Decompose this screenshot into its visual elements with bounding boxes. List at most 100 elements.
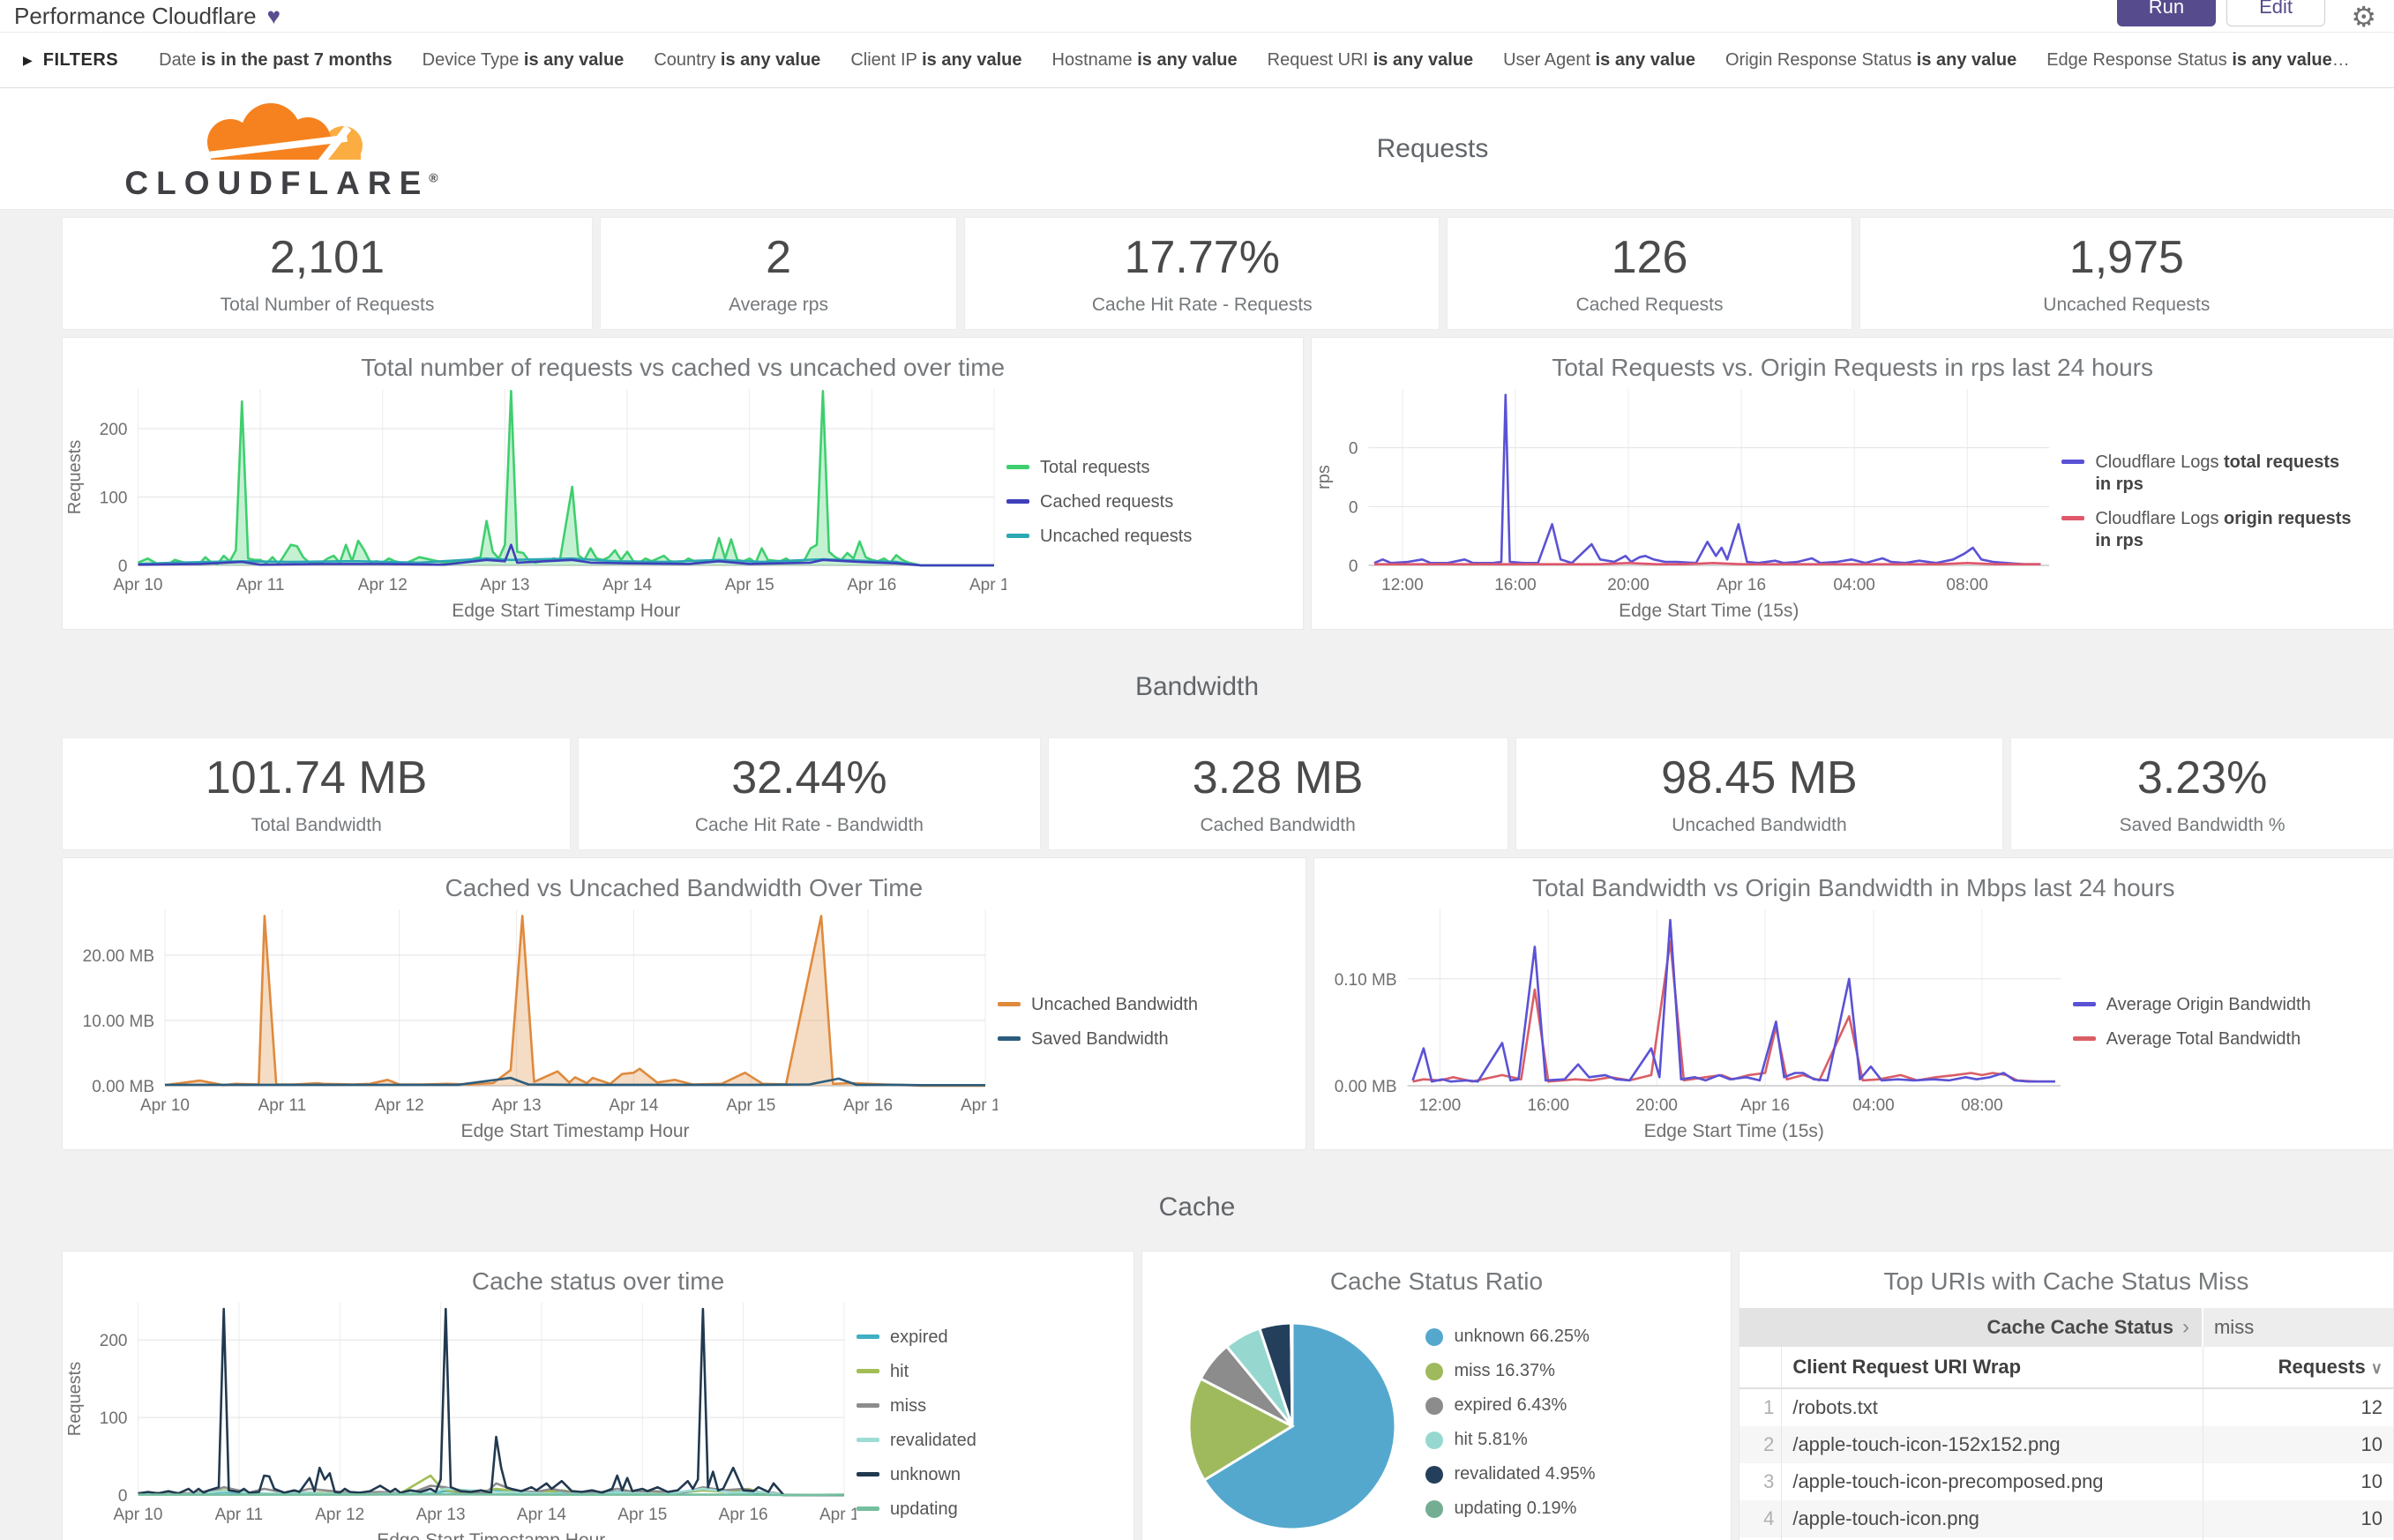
- kpi-value: 1,975: [2069, 232, 2184, 283]
- filter-item[interactable]: Origin IP is any value: [2362, 50, 2371, 70]
- table-row[interactable]: 2/apple-touch-icon-152x152.png 10: [1739, 1426, 2393, 1463]
- uri-cell[interactable]: /apple-touch-icon-precomposed.png: [1792, 1470, 2104, 1492]
- legend-item-revalidated[interactable]: revalidated 4.95%: [1425, 1463, 1690, 1485]
- svg-text:16:00: 16:00: [1495, 576, 1537, 594]
- legend-label: Cached requests: [1040, 491, 1174, 512]
- sort-desc-icon: ∨: [2370, 1359, 2383, 1377]
- filter-item[interactable]: Client IP is any value: [850, 49, 1022, 70]
- svg-text:0: 0: [1349, 557, 1358, 576]
- svg-text:rps: rps: [1314, 465, 1334, 490]
- legend-dot: [1425, 1397, 1444, 1415]
- legend-item-Cloudflare Logs origin requests in rps[interactable]: Cloudflare Logs origin requests in rps: [2061, 508, 2353, 552]
- legend-item-Average Total Bandwidth[interactable]: Average Total Bandwidth: [2072, 1028, 2355, 1050]
- legend-label: Cloudflare Logs origin requests in rps: [2095, 509, 2352, 550]
- kpi-value: 101.74 MB: [205, 752, 428, 804]
- filter-item[interactable]: Hostname is any value: [1051, 49, 1238, 70]
- legend-item-expired[interactable]: expired: [857, 1327, 1002, 1349]
- legend-item-expired[interactable]: expired 6.43%: [1425, 1394, 1690, 1417]
- legend-item-hit[interactable]: hit: [857, 1361, 1002, 1383]
- table-row[interactable]: 1/robots.txt 12: [1739, 1388, 2393, 1426]
- svg-text:Apr 16: Apr 16: [843, 1096, 893, 1115]
- kpi-value: 98.45 MB: [1661, 752, 1858, 804]
- pivot-value: miss: [2203, 1308, 2393, 1347]
- svg-text:08:00: 08:00: [1947, 576, 1989, 594]
- bandwidth-over-time-chart[interactable]: Apr 10 Apr 11 Apr 12 Apr 13 Apr 14 Apr 15 Apr …: [63, 902, 998, 1142]
- svg-text:Apr 13: Apr 13: [416, 1506, 466, 1524]
- filter-bar: ▶ FILTERS Date is in the past 7 months De…: [0, 32, 2394, 88]
- requests-cell: 10: [2203, 1500, 2393, 1537]
- bandwidth-24h-chart[interactable]: 12:00 16:00 20:00 Apr 16 04:00 08:00 0.00 MB 0.…: [1314, 902, 2073, 1142]
- run-button[interactable]: Run: [2116, 0, 2217, 26]
- filters-toggle[interactable]: ▶ FILTERS: [23, 50, 118, 71]
- legend-item-Cached requests[interactable]: Cached requests: [1006, 491, 1258, 513]
- area-fill-Total requests: [138, 391, 994, 565]
- uri-cell[interactable]: /robots.txt: [1792, 1396, 1878, 1418]
- pivot-header[interactable]: Cache Cache Status › miss: [1739, 1308, 2393, 1347]
- legend-label: revalidated: [890, 1431, 976, 1450]
- legend-item-revalidated[interactable]: revalidated: [857, 1430, 1002, 1452]
- legend-item-Cloudflare Logs total requests in rps[interactable]: Cloudflare Logs total requests in rps: [2061, 452, 2353, 496]
- filter-item[interactable]: Request URI is any value: [1267, 49, 1474, 70]
- section-title-requests: Requests: [1376, 133, 1489, 163]
- legend-item-Uncached requests[interactable]: Uncached requests: [1006, 526, 1258, 548]
- uri-cell[interactable]: /apple-touch-icon-152x152.png: [1792, 1433, 2061, 1455]
- filter-item[interactable]: Country is any value: [654, 49, 821, 70]
- legend-item-unknown[interactable]: unknown: [857, 1464, 1002, 1486]
- svg-text:Apr 10: Apr 10: [140, 1096, 190, 1115]
- kpi-tile: 2,101 Total Number of Requests: [62, 217, 593, 330]
- legend-item-updating[interactable]: updating: [857, 1499, 1002, 1521]
- table-row[interactable]: 4/apple-touch-icon.png 10: [1739, 1500, 2393, 1537]
- bandwidth-kpi-row: 101.74 MB Total Bandwidth 32.44% Cache Hit …: [0, 737, 2394, 850]
- column-header-uri[interactable]: Client Request URI Wrap: [1781, 1347, 2203, 1389]
- rps-24h-chart[interactable]: 12:00 16:00 20:00 Apr 16 04:00 08:00 0 0 0 Edge S…: [1312, 382, 2061, 622]
- legend-item-unknown[interactable]: unknown 66.25%: [1425, 1326, 1690, 1348]
- top-uris-table: Cache Cache Status › miss Client Request UR…: [1739, 1308, 2393, 1540]
- kpi-label: Cached Bandwidth: [1200, 815, 1356, 835]
- edit-button[interactable]: Edit: [2226, 0, 2325, 26]
- table-row[interactable]: 5/7: [1739, 1537, 2393, 1540]
- filter-item[interactable]: User Agent is any value: [1503, 49, 1696, 70]
- svg-text:0: 0: [1349, 440, 1358, 459]
- pivot-field-label[interactable]: Cache Cache Status ›: [1739, 1308, 2203, 1347]
- svg-text:04:00: 04:00: [1834, 576, 1876, 594]
- svg-text:Apr 14: Apr 14: [609, 1096, 658, 1115]
- pie-slice-unknown[interactable]: [1202, 1321, 1397, 1531]
- svg-text:100: 100: [100, 1409, 128, 1428]
- uri-cell[interactable]: /apple-touch-icon.png: [1792, 1507, 1979, 1529]
- legend-item-updating[interactable]: updating 0.19%: [1425, 1498, 1690, 1520]
- chart-legend: Total requests Cached requests Uncached re…: [1006, 451, 1258, 554]
- filter-item[interactable]: Origin Response Status is any value: [1725, 49, 2017, 70]
- requests-cell: 10: [2203, 1463, 2393, 1500]
- legend-item-Average Origin Bandwidth[interactable]: Average Origin Bandwidth: [2072, 994, 2355, 1016]
- cache-status-chart[interactable]: Apr 10 Apr 11 Apr 12 Apr 13 Apr 14 Apr 15 Apr …: [63, 1296, 857, 1540]
- legend-item-Uncached Bandwidth[interactable]: Uncached Bandwidth: [998, 994, 1262, 1016]
- svg-text:10.00 MB: 10.00 MB: [83, 1013, 154, 1031]
- legend-item-hit[interactable]: hit 5.81%: [1425, 1429, 1690, 1451]
- cache-ratio-pie[interactable]: [1182, 1308, 1403, 1537]
- svg-text:Edge Start Timestamp Hour: Edge Start Timestamp Hour: [452, 601, 680, 621]
- legend-item-Total requests[interactable]: Total requests: [1006, 457, 1258, 479]
- filter-item[interactable]: Edge Response Status is any value: [2046, 49, 2332, 70]
- legend-item-miss[interactable]: miss 16.37%: [1425, 1360, 1690, 1382]
- legend-label: Average Total Bandwidth: [2106, 1029, 2301, 1049]
- filters-label: FILTERS: [42, 49, 119, 70]
- legend-label: hit 5.81%: [1454, 1430, 1528, 1449]
- table-row[interactable]: 3/apple-touch-icon-precomposed.png 10: [1739, 1463, 2393, 1500]
- pie-slice-miss[interactable]: [1188, 1377, 1296, 1483]
- requests-over-time-chart[interactable]: Apr 10 Apr 11 Apr 12 Apr 13 Apr 14 Apr 15 Apr …: [63, 382, 1006, 622]
- kpi-label: Uncached Requests: [2043, 295, 2211, 315]
- legend-item-miss[interactable]: miss: [857, 1395, 1002, 1417]
- requests-band: CLOUDFLARE® Requests: [0, 88, 2394, 210]
- pie-slice-updating[interactable]: [1290, 1321, 1294, 1427]
- kpi-label: Average rps: [729, 295, 828, 315]
- filter-item[interactable]: Device Type is any value: [422, 49, 625, 70]
- legend-item-Saved Bandwidth[interactable]: Saved Bandwidth: [998, 1028, 1262, 1050]
- column-header-requests[interactable]: Requests ∨: [2203, 1347, 2393, 1389]
- kpi-value: 3.23%: [2136, 752, 2268, 804]
- filter-item[interactable]: Date is in the past 7 months: [159, 49, 393, 70]
- row-number: 1: [1739, 1388, 1783, 1426]
- kpi-tile: 1,975 Uncached Requests: [1859, 217, 2394, 330]
- legend-label: updating 0.19%: [1454, 1499, 1577, 1518]
- gear-icon[interactable]: ⚙: [2351, 1, 2376, 33]
- kpi-tile: 2 Average rps: [599, 217, 958, 330]
